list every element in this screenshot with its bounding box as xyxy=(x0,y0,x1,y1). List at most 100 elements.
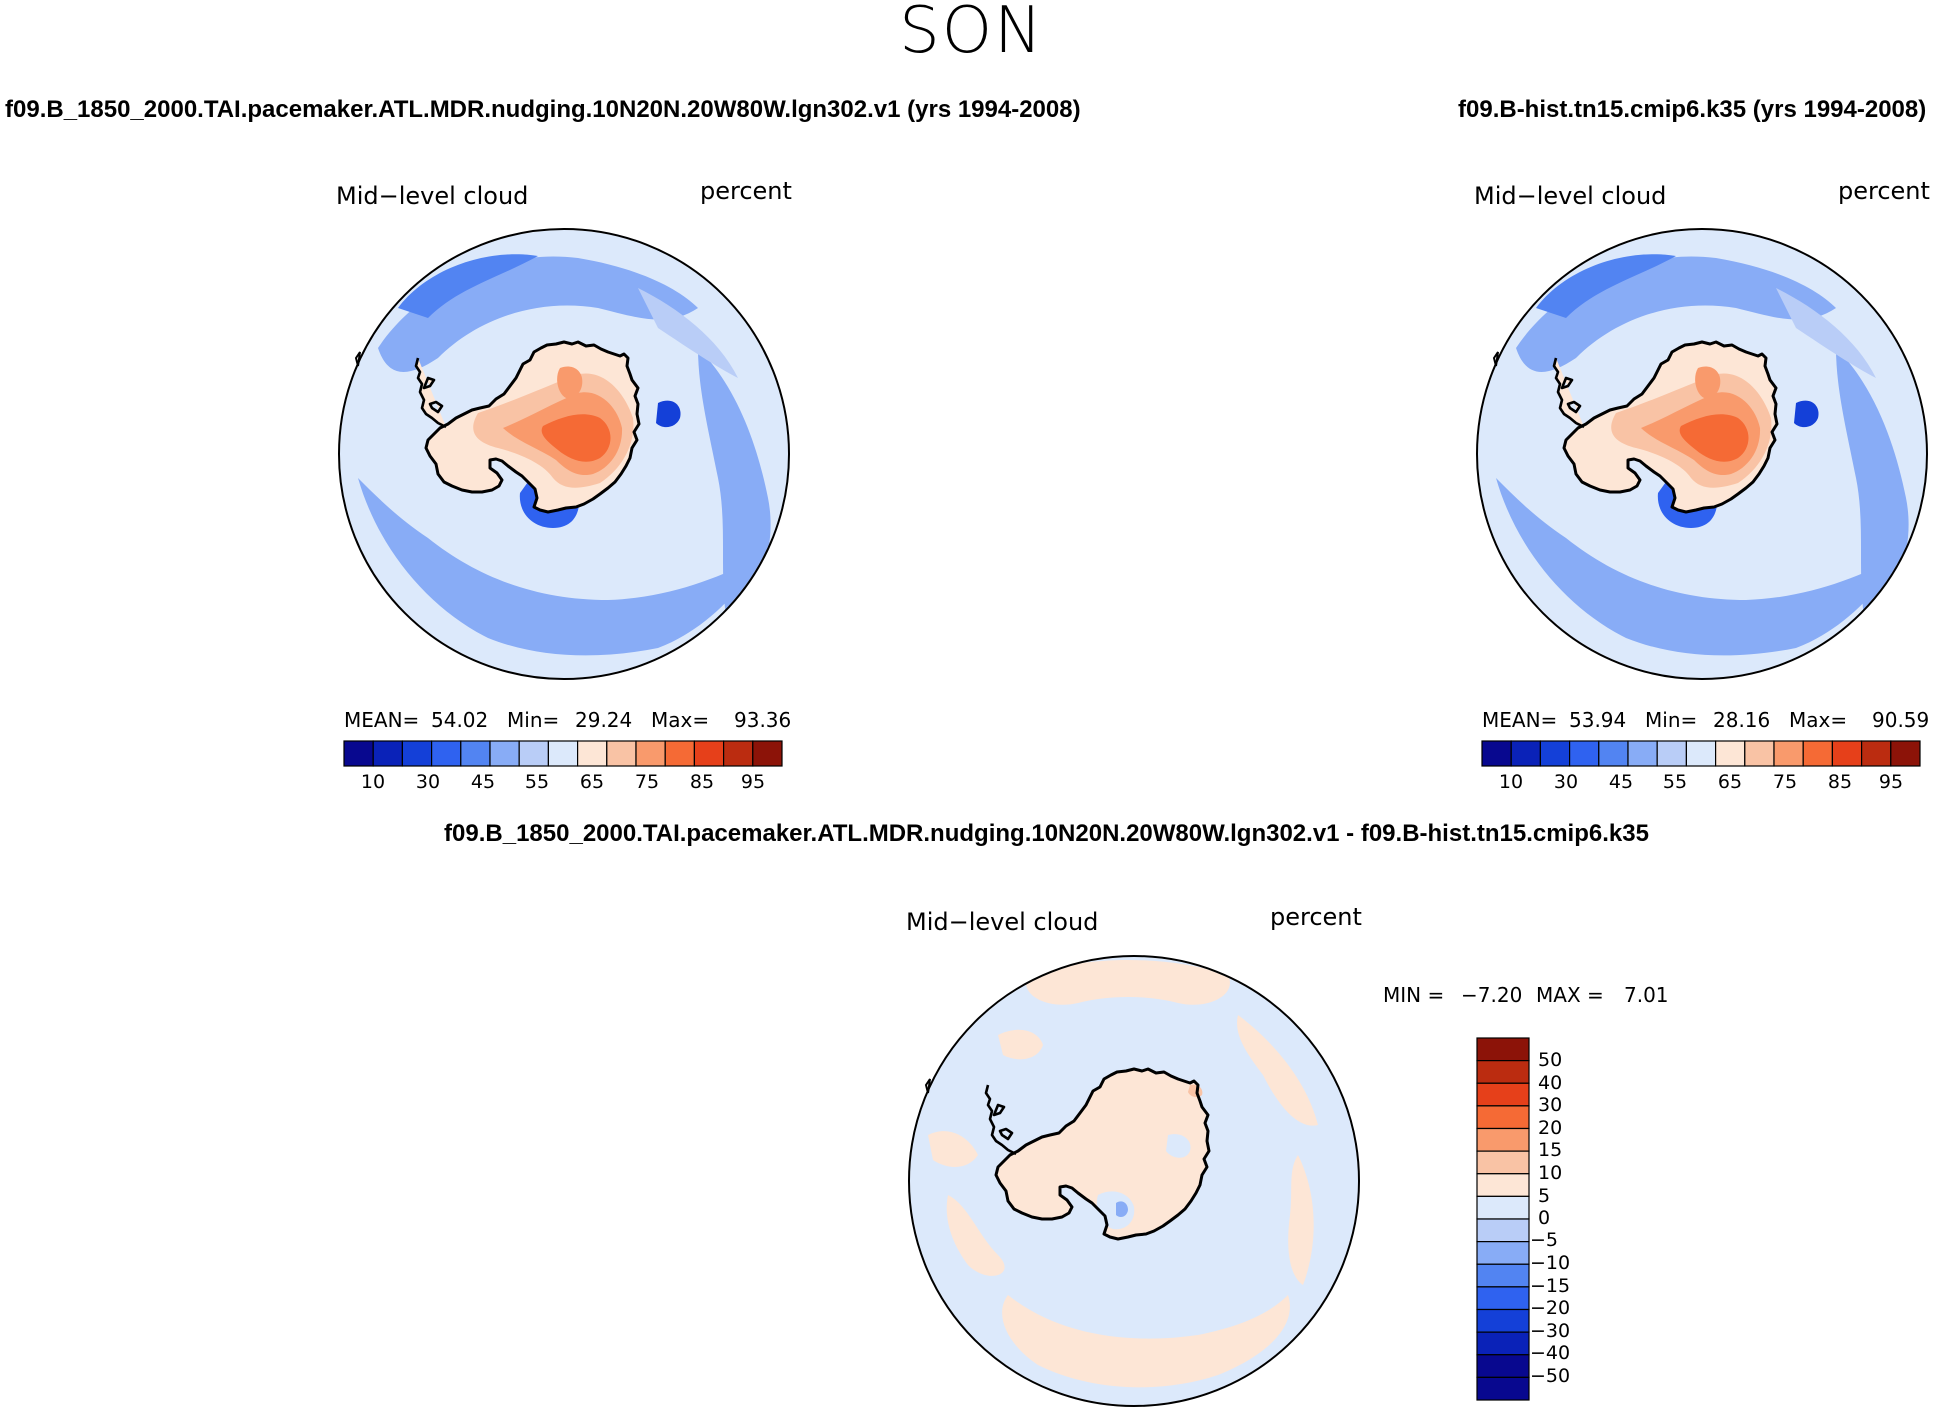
colorbar-swatch xyxy=(1476,1173,1530,1197)
difference-max-label: MAX = xyxy=(1536,983,1604,1007)
colorbar-swatch xyxy=(1476,1060,1530,1084)
anomaly-patch xyxy=(928,1131,978,1167)
cloud-band xyxy=(656,400,681,428)
season-title: SON xyxy=(899,0,1044,68)
panel2-variable-label: Mid−level cloud xyxy=(1474,182,1667,210)
panel2-max-value: 90.59 xyxy=(1872,708,1930,732)
colorbar-swatch xyxy=(1510,740,1542,767)
colorbar-swatch xyxy=(1476,1082,1530,1107)
colorbar-swatch xyxy=(1539,740,1571,767)
difference-tick: 30 xyxy=(1538,1094,1563,1116)
colorbar-swatch xyxy=(343,740,374,767)
difference-variable-label: Mid−level cloud xyxy=(906,908,1099,936)
colorbar-swatch xyxy=(1568,740,1600,767)
panel1-tick: 75 xyxy=(634,771,660,793)
panel2-mean-label: MEAN= xyxy=(1482,708,1558,732)
panel1-min-label: Min= xyxy=(507,708,560,732)
cloud-band xyxy=(1536,254,1676,318)
difference-tick: 15 xyxy=(1538,1139,1563,1161)
colorbar-swatch xyxy=(664,740,696,767)
colorbar-swatch xyxy=(1715,740,1746,767)
difference-tick: −20 xyxy=(1530,1297,1571,1319)
difference-colorbar xyxy=(1476,1037,1530,1401)
coastline xyxy=(1562,340,1779,514)
panel2-tick: 55 xyxy=(1662,771,1688,793)
colorbar-swatch xyxy=(518,740,549,767)
difference-tick: 20 xyxy=(1538,1117,1563,1139)
panel1-min-value: 29.24 xyxy=(575,708,633,732)
anomaly-patch xyxy=(1116,1201,1128,1218)
difference-map xyxy=(908,955,1360,1407)
panel2-tick: 45 xyxy=(1608,771,1634,793)
panel2-tick: 75 xyxy=(1772,771,1798,793)
colorbar-swatch xyxy=(1476,1354,1530,1378)
panel1-units-label: percent xyxy=(700,177,792,205)
colorbar-swatch xyxy=(1627,740,1658,767)
cloud-band xyxy=(398,254,538,318)
difference-tick: 10 xyxy=(1538,1162,1563,1184)
panel2-units-label: percent xyxy=(1838,177,1930,205)
panel1-colorbar-ticks: 10 30 45 55 65 75 85 95 xyxy=(344,771,782,797)
coastline xyxy=(414,357,447,429)
difference-tick: 5 xyxy=(1538,1185,1551,1207)
panel2-case-title: f09.B-hist.tn15.cmip6.k35 (yrs 1994-2008… xyxy=(1458,96,1927,123)
panel1-tick: 30 xyxy=(415,771,441,793)
colorbar-swatch xyxy=(723,740,754,767)
difference-tick: −10 xyxy=(1530,1252,1571,1274)
panel1-tick: 10 xyxy=(360,771,386,793)
colorbar-swatch xyxy=(430,740,462,767)
anomaly-patch xyxy=(1002,1295,1290,1388)
panel2-tick: 30 xyxy=(1553,771,1579,793)
colorbar-swatch xyxy=(460,740,491,767)
difference-tick: −30 xyxy=(1530,1320,1571,1342)
colorbar-swatch xyxy=(606,740,637,767)
panel2-mean-value: 53.94 xyxy=(1569,708,1627,732)
land-fill xyxy=(1695,366,1721,399)
panel1-variable-label: Mid−level cloud xyxy=(336,182,529,210)
panel2-colorbar xyxy=(1481,740,1921,767)
colorbar-swatch xyxy=(1476,1218,1530,1243)
difference-tick: −5 xyxy=(1530,1229,1559,1251)
colorbar-swatch xyxy=(1476,1308,1530,1333)
colorbar-swatch xyxy=(1890,740,1921,767)
panel2-map xyxy=(1476,228,1928,680)
land-fill xyxy=(996,1069,1209,1239)
panel1-tick: 95 xyxy=(740,771,766,793)
land-fill xyxy=(557,366,583,399)
colorbar-swatch xyxy=(1861,740,1892,767)
panel2-min-label: Min= xyxy=(1645,708,1698,732)
map-frame xyxy=(338,228,790,680)
difference-min-value: −7.20 xyxy=(1461,983,1523,1007)
colorbar-swatch xyxy=(1476,1127,1530,1152)
cloud-band xyxy=(358,478,758,656)
colorbar-swatch xyxy=(1744,740,1775,767)
difference-colorbar-ticks: 50 40 30 20 15 10 5 0 −5 −10 −15 −20 −30… xyxy=(1530,1038,1608,1400)
colorbar-swatch xyxy=(1476,1037,1530,1062)
coastline xyxy=(1552,357,1585,429)
panel1-max-label: Max= xyxy=(651,708,710,732)
colorbar-swatch xyxy=(1831,740,1863,767)
panel1-max-value: 93.36 xyxy=(734,708,792,732)
difference-tick: 0 xyxy=(1538,1207,1551,1229)
colorbar-swatch xyxy=(1773,740,1804,767)
colorbar-swatch xyxy=(752,740,783,767)
anomaly-patch xyxy=(946,1195,1005,1276)
colorbar-swatch xyxy=(1476,1241,1530,1265)
colorbar-swatch xyxy=(1476,1195,1530,1220)
anomaly-patch xyxy=(1288,1155,1314,1285)
panel1-tick: 65 xyxy=(579,771,605,793)
difference-tick: −50 xyxy=(1530,1365,1571,1387)
panel2-min-value: 28.16 xyxy=(1713,708,1771,732)
cloud-band xyxy=(698,348,771,628)
colorbar-swatch xyxy=(1476,1376,1530,1401)
difference-max-value: 7.01 xyxy=(1624,983,1669,1007)
panel2-tick: 95 xyxy=(1878,771,1904,793)
cloud-band xyxy=(1776,288,1876,378)
cloud-band xyxy=(1836,348,1909,628)
cloud-band xyxy=(1496,478,1896,656)
panel1-tick: 85 xyxy=(689,771,715,793)
panel2-tick: 65 xyxy=(1717,771,1743,793)
coastline xyxy=(994,1067,1211,1241)
colorbar-swatch xyxy=(693,740,725,767)
anomaly-patch xyxy=(1237,1015,1318,1126)
